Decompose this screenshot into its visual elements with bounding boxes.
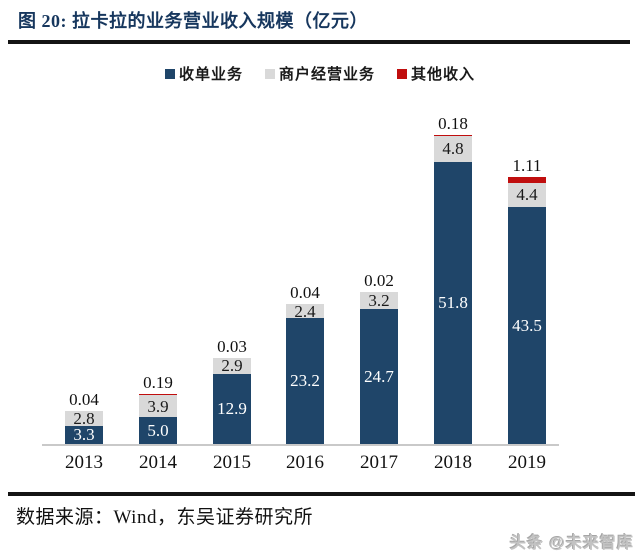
bar-2016: 0.04 2.4 23.2: [286, 284, 324, 444]
segment-acquiring: 5.0: [139, 416, 177, 444]
value-label-other-income: 0.18: [438, 113, 468, 133]
segment-acquiring: 43.5: [508, 206, 546, 444]
segment-merchant-services: 2.4: [286, 301, 324, 321]
x-tick-2017: 2017: [360, 452, 398, 473]
value-label-acquiring: 3.3: [73, 425, 95, 445]
value-label-merchant-services: 3.2: [368, 291, 390, 311]
value-label-acquiring: 51.8: [438, 293, 468, 313]
value-label-acquiring: 12.9: [217, 399, 247, 419]
segment-other-income: [508, 176, 546, 183]
segment-merchant-services: 4.8: [434, 135, 472, 162]
legend-item-merchant-services: 商户经营业务: [264, 63, 375, 84]
value-label-merchant-services: 2.8: [73, 408, 95, 428]
figure-title: 图 20: 拉卡拉的业务营业收入规模（亿元）: [18, 11, 368, 31]
legend-swatch-blue-icon: [164, 68, 175, 79]
x-tick-2015: 2015: [213, 452, 251, 473]
x-tick-2019: 2019: [508, 452, 546, 473]
bar-2014: 0.19 3.9 5.0: [139, 374, 177, 444]
title-divider: [8, 40, 630, 44]
legend-label: 其他收入: [411, 67, 476, 83]
segment-acquiring: 3.3: [65, 426, 103, 444]
value-label-other-income: 1.11: [512, 155, 542, 175]
chart-legend: 收单业务 商户经营业务 其他收入: [0, 63, 640, 84]
value-label-merchant-services: 4.8: [442, 139, 464, 159]
segment-acquiring: 24.7: [360, 309, 398, 444]
x-tick-2014: 2014: [139, 452, 177, 473]
segment-merchant-services: 2.9: [213, 356, 251, 376]
bar-2013: 0.04 2.8 3.3: [65, 391, 103, 444]
legend-label: 收单业务: [178, 67, 243, 83]
bar-2017: 0.02 3.2 24.7: [360, 272, 398, 444]
bar-2015: 0.03 2.9 12.9: [213, 338, 251, 444]
value-label-other-income: 0.04: [290, 283, 320, 303]
value-label-other-income: 0.02: [364, 270, 394, 290]
segment-other-income: [139, 394, 177, 396]
value-label-merchant-services: 4.4: [516, 185, 538, 205]
legend-item-acquiring: 收单业务: [164, 63, 243, 84]
x-tick-2016: 2016: [286, 452, 324, 473]
segment-acquiring: 23.2: [286, 317, 324, 444]
value-label-merchant-services: 3.9: [147, 396, 169, 416]
segment-merchant-services: 3.2: [360, 291, 398, 311]
value-label-merchant-services: 2.4: [294, 301, 316, 321]
x-axis-line: [42, 444, 559, 446]
segment-merchant-services: 2.8: [65, 408, 103, 428]
legend-label: 商户经营业务: [278, 67, 375, 83]
data-source-note: 数据来源：Wind，东吴证券研究所: [16, 507, 313, 528]
value-label-acquiring: 43.5: [512, 315, 542, 335]
value-label-acquiring: 23.2: [290, 371, 320, 391]
bar-2018: 0.18 4.8 51.8: [434, 115, 472, 444]
value-label-merchant-services: 2.9: [221, 356, 243, 376]
watermark: 头条 @未来智库: [509, 535, 634, 552]
value-label-other-income: 0.04: [69, 389, 99, 409]
value-label-other-income: 0.03: [217, 336, 247, 356]
value-label-acquiring: 5.0: [147, 420, 169, 440]
segment-merchant-services: 4.4: [508, 182, 546, 207]
stacked-bar-chart: 0.04 2.8 3.3 2013 0.19 3.9 5.0 2014 0.03 2.9 12.9 2…: [0, 95, 640, 480]
segment-acquiring: 51.8: [434, 161, 472, 444]
x-tick-2018: 2018: [434, 452, 472, 473]
value-label-other-income: 0.19: [143, 373, 173, 393]
segment-other-income: [434, 134, 472, 136]
legend-swatch-red-icon: [397, 68, 407, 79]
footer-divider: [8, 492, 635, 496]
legend-item-other-income: 其他收入: [397, 63, 475, 84]
legend-swatch-gray-icon: [264, 68, 275, 79]
bar-2019: 1.11 4.4 43.5: [508, 157, 546, 444]
segment-acquiring: 12.9: [213, 373, 251, 444]
x-tick-2013: 2013: [65, 452, 103, 473]
segment-merchant-services: 3.9: [139, 395, 177, 417]
value-label-acquiring: 24.7: [364, 367, 394, 387]
